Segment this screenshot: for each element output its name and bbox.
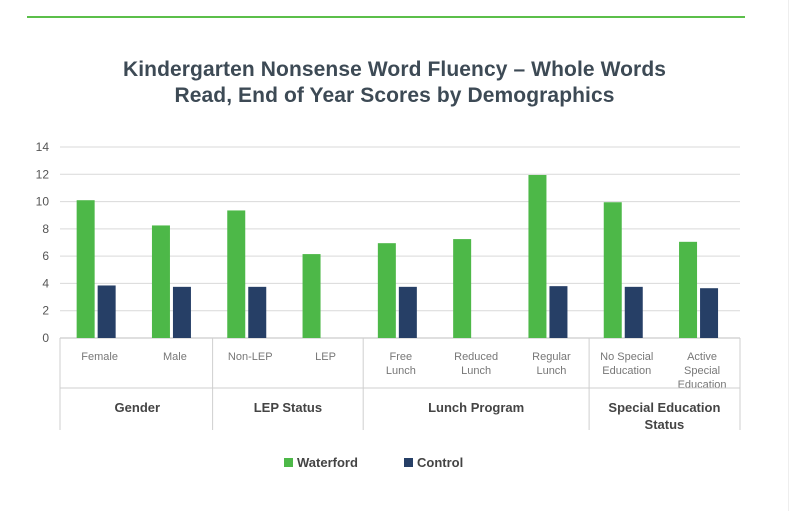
category-label: Active [687,351,717,363]
control-legend-label: Control [417,455,463,470]
y-tick-label: 12 [36,167,50,181]
category-label: Reduced [454,351,498,363]
category-label: Free [390,351,413,363]
y-tick-label: 8 [42,222,49,236]
group-label: Gender [115,400,161,415]
group-label: Special Education [608,400,720,415]
waterford-bar [603,202,622,338]
waterford-bar [227,210,246,338]
category-label: Education [602,365,651,377]
waterford-bar [302,254,321,338]
waterford-bar [528,174,547,338]
chart-title-line-2: Read, End of Year Scores by Demographics [174,84,615,107]
waterford-legend-label: Waterford [297,455,358,470]
y-tick-label: 2 [42,304,49,318]
group-label: Status [645,417,685,432]
y-tick-label: 14 [36,140,50,154]
category-label: Lunch [386,365,416,377]
category-label: Male [163,351,187,363]
waterford-bar [453,239,472,338]
group-label: Lunch Program [428,400,524,415]
control-bar [248,286,267,338]
control-bar [97,285,116,338]
waterford-bar [151,225,170,338]
group-label: LEP Status [254,400,322,415]
category-label: Lunch [461,365,491,377]
category-label: Regular [532,351,571,363]
waterford-bar [377,243,396,338]
control-bar [549,286,568,338]
control-bar [172,286,191,338]
control-bar [700,288,719,338]
y-tick-label: 6 [42,249,49,263]
waterford-bar [76,200,95,338]
category-label: Non-LEP [228,351,273,363]
category-label: Female [81,351,118,363]
waterford-bar [679,241,698,338]
category-label: LEP [315,351,336,363]
category-label: No Special [600,351,653,363]
y-tick-label: 0 [42,331,49,345]
y-tick-label: 10 [36,195,50,209]
category-label: Education [678,379,727,391]
waterford-legend-swatch [284,458,293,467]
chart-title-line-1: Kindergarten Nonsense Word Fluency – Who… [122,58,667,81]
control-legend-swatch [404,458,413,467]
control-bar [398,286,417,338]
category-label: Lunch [536,365,566,377]
top-accent-rule [27,16,745,18]
control-bar [624,286,643,338]
category-label: Special [684,365,720,377]
y-tick-label: 4 [42,276,49,290]
